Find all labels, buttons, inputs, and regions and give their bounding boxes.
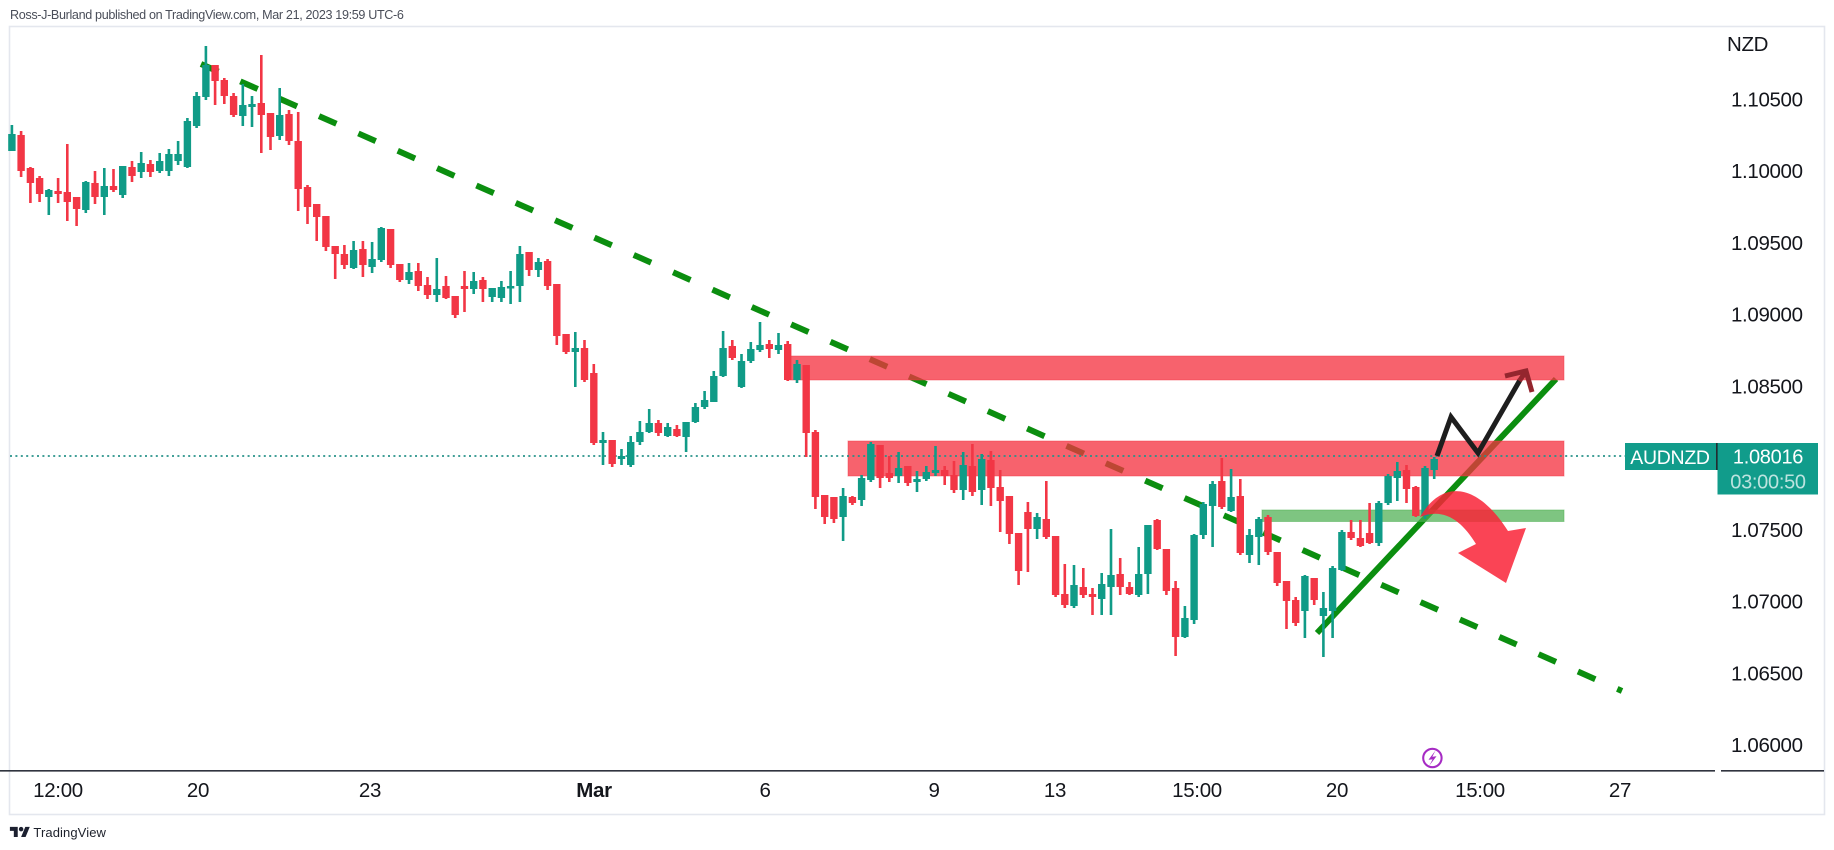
svg-text:Mar: Mar: [576, 779, 612, 802]
svg-text:TradingView: TradingView: [33, 825, 106, 840]
svg-text:1.09000: 1.09000: [1731, 304, 1803, 327]
svg-text:20: 20: [187, 779, 209, 802]
svg-text:1.09500: 1.09500: [1731, 232, 1803, 255]
svg-text:Ross-J-Burland published on Tr: Ross-J-Burland published on TradingView.…: [10, 8, 404, 22]
svg-text:13: 13: [1044, 779, 1066, 802]
svg-text:1.07500: 1.07500: [1731, 519, 1803, 542]
svg-text:15:00: 15:00: [1455, 779, 1505, 802]
svg-text:27: 27: [1609, 779, 1631, 802]
svg-text:AUDNZD: AUDNZD: [1630, 447, 1710, 469]
svg-text:1.07000: 1.07000: [1731, 591, 1803, 614]
svg-text:6: 6: [759, 779, 770, 802]
svg-text:NZD: NZD: [1727, 33, 1768, 56]
svg-text:1.08500: 1.08500: [1731, 375, 1803, 398]
svg-text:1.06500: 1.06500: [1731, 662, 1803, 685]
svg-text:23: 23: [359, 779, 381, 802]
svg-text:1.08016: 1.08016: [1733, 447, 1803, 469]
svg-text:03:00:50: 03:00:50: [1730, 472, 1806, 494]
svg-text:1.10000: 1.10000: [1731, 160, 1803, 183]
svg-text:15:00: 15:00: [1172, 779, 1222, 802]
svg-text:1.10500: 1.10500: [1731, 89, 1803, 112]
svg-text:1.06000: 1.06000: [1731, 734, 1803, 757]
svg-text:20: 20: [1326, 779, 1348, 802]
svg-text:9: 9: [928, 779, 939, 802]
svg-text:12:00: 12:00: [33, 779, 83, 802]
